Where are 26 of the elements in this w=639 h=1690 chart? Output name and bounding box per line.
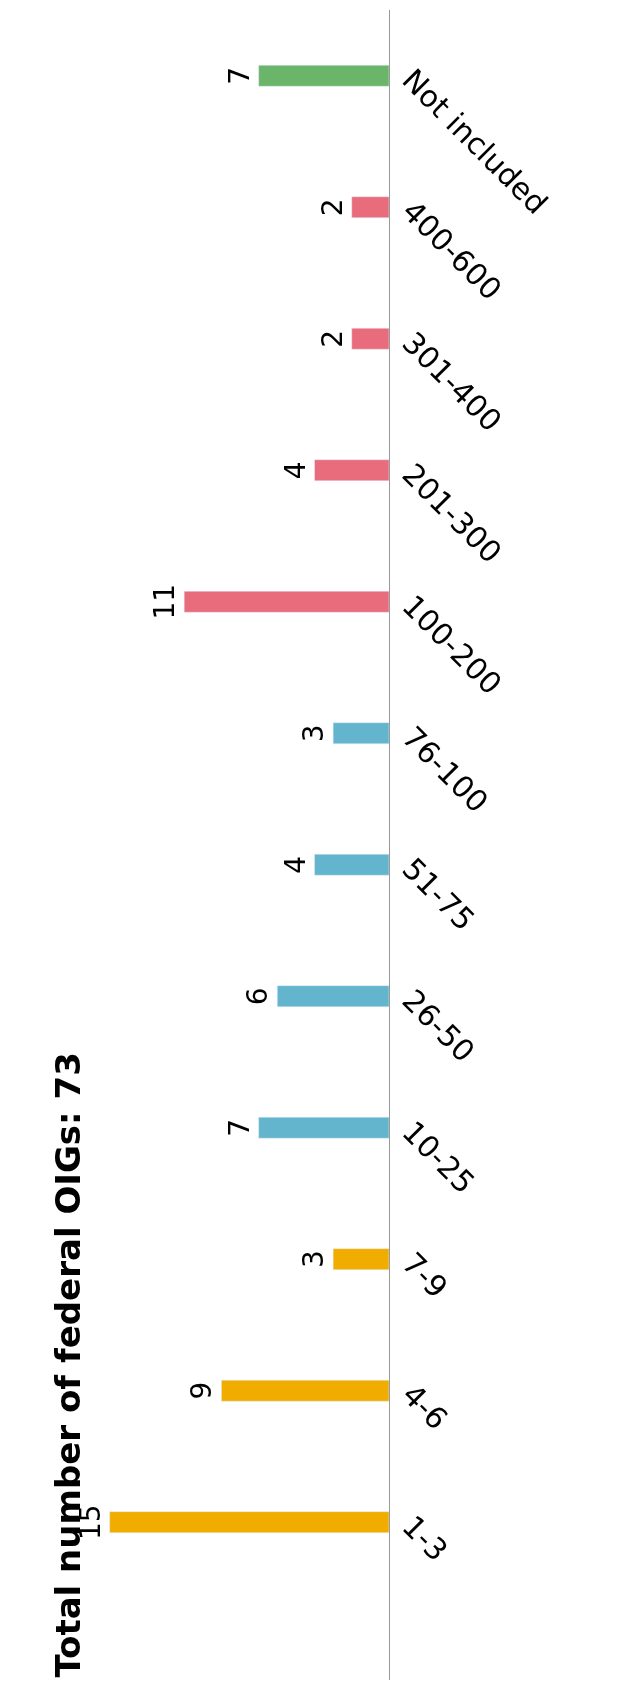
y-tick-label: 1-3 [395,1508,455,1568]
y-tick-label: 7-9 [395,1245,455,1305]
data-label: 11 [148,583,182,620]
data-label: 9 [185,1381,219,1400]
data-label: 7 [222,66,256,85]
data-label: 4 [278,855,312,874]
bar [258,1116,389,1139]
data-label: 4 [278,461,312,480]
data-label: 2 [315,329,349,348]
bar [183,590,389,613]
bar [332,722,389,744]
bar [314,459,389,482]
y-tick-label: 4-6 [395,1377,455,1437]
bar [314,853,389,876]
bar [221,1379,389,1402]
bar [351,327,389,350]
bar [332,1248,389,1270]
bar [351,196,389,219]
bar [109,1511,389,1533]
data-label: 2 [315,198,349,217]
data-label: 7 [222,1118,256,1137]
bar [277,985,389,1007]
data-label: 3 [297,1250,331,1269]
data-label: 6 [241,987,275,1006]
bar [258,64,389,87]
data-label: 3 [297,724,331,743]
